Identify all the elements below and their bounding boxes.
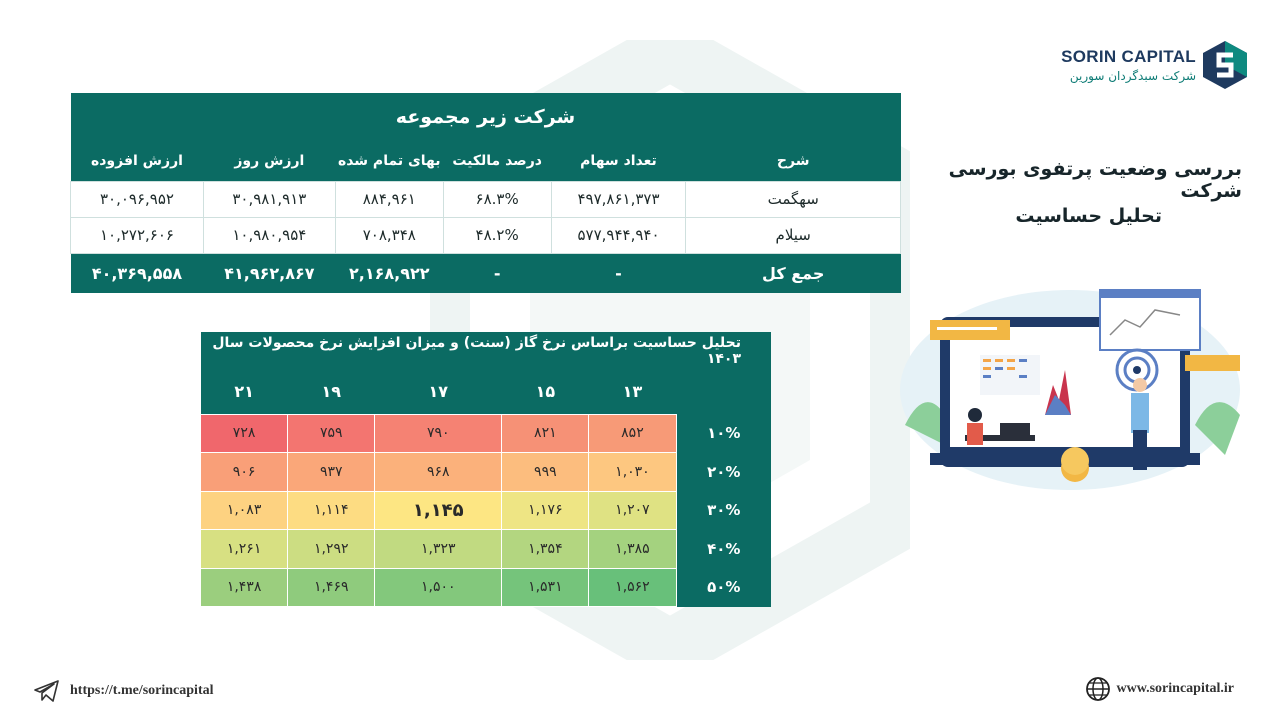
- heat-cell: ۷۹۰: [374, 413, 503, 453]
- telegram-url: https://t.me/sorincapital: [70, 683, 214, 698]
- heat-cell: ۷۵۹: [287, 413, 376, 453]
- subsidiaries-title: شرکت زیر مجموعه: [70, 93, 901, 141]
- gas-rate-header: ۱۷: [374, 370, 502, 414]
- telegram-link[interactable]: https://t.me/sorincapital: [34, 680, 214, 702]
- table-cell: ۴۸.۲%: [442, 216, 552, 254]
- table-cell: ۴۹۷,۸۶۱,۳۷۳: [550, 180, 687, 218]
- sensitivity-row: ۱۰% ۸۵۲ ۸۲۱ ۷۹۰ ۷۵۹ ۷۲۸: [199, 413, 771, 453]
- gas-rate-header: ۱۹: [287, 370, 375, 414]
- gas-rate-header: ۱۵: [501, 370, 589, 414]
- website-link[interactable]: www.sorincapital.ir: [1085, 676, 1234, 702]
- table-cell: ۱۰,۲۷۲,۶۰۶: [70, 216, 204, 254]
- table-cell: ۷۰۸,۳۴۸: [334, 216, 444, 254]
- heat-cell: ۸۲۱: [501, 413, 590, 453]
- total-cell: ۴۰,۳۶۹,۵۵۸: [70, 253, 204, 293]
- page-subtitle: تحلیل حساسیت: [1015, 205, 1162, 227]
- gas-rate-header: ۲۱: [200, 370, 288, 414]
- heat-cell: ۱,۵۳۱: [501, 567, 590, 607]
- row-label: سهگمت: [685, 180, 901, 218]
- increase-label: ۲۰%: [676, 452, 771, 491]
- sensitivity-row: ۴۰% ۱,۳۸۵ ۱,۳۵۴ ۱,۳۲۳ ۱,۲۹۲ ۱,۲۶۱: [199, 529, 771, 569]
- sensitivity-title: تحلیل حساسیت براساس نرخ گاز (سنت) و میزا…: [200, 332, 771, 370]
- table-cell: ۶۸.۳%: [442, 180, 552, 218]
- column-header: ارزش افزوده: [70, 141, 204, 181]
- table-row: سهگمت ۴۹۷,۸۶۱,۳۷۳ ۶۸.۳% ۸۸۴,۹۶۱ ۳۰,۹۸۱,۹…: [70, 180, 901, 218]
- heat-cell: ۱,۰۳۰: [588, 452, 677, 492]
- heat-cell: ۱,۳۵۴: [501, 529, 590, 569]
- heat-cell: ۱,۴۳۸: [199, 567, 289, 607]
- heat-cell: ۱,۲۶۱: [199, 529, 289, 569]
- table-cell: ۳۰,۰۹۶,۹۵۲: [70, 180, 204, 218]
- heat-cell: ۱,۰۸۳: [199, 490, 289, 530]
- increase-label: ۱۰%: [676, 414, 771, 453]
- heat-cell: ۹۳۷: [287, 452, 376, 492]
- analytics-illustration: [900, 289, 1240, 490]
- gas-rate-header: ۱۳: [588, 370, 676, 414]
- increase-label: ۴۰%: [676, 529, 771, 568]
- row-label: سیلام: [685, 216, 901, 254]
- page-title: بررسی وضعیت پرتفوی بورسی شرکت: [948, 158, 1242, 202]
- sensitivity-row: ۳۰% ۱,۲۰۷ ۱,۱۷۶ ۱,۱۴۵ ۱,۱۱۴ ۱,۰۸۳: [199, 490, 771, 530]
- heat-cell: ۱,۱۱۴: [287, 490, 376, 530]
- total-cell: -: [551, 253, 686, 293]
- table-cell: ۵۷۷,۹۴۴,۹۴۰: [550, 216, 687, 254]
- heat-cell: ۱,۱۴۵: [374, 490, 503, 530]
- sensitivity-table: تحلیل حساسیت براساس نرخ گاز (سنت) و میزا…: [199, 332, 771, 607]
- logo-subtitle: شرکت سبدگردان سورین: [1069, 69, 1196, 83]
- table-cell: ۸۸۴,۹۶۱: [334, 180, 444, 218]
- total-cell: ۲,۱۶۸,۹۲۲: [335, 253, 444, 293]
- heat-cell: ۹۶۸: [374, 452, 503, 492]
- increase-label: ۵۰%: [676, 568, 771, 607]
- globe-icon: [1085, 677, 1110, 701]
- sensitivity-row: ۵۰% ۱,۵۶۲ ۱,۵۳۱ ۱,۵۰۰ ۱,۴۶۹ ۱,۴۳۸: [199, 567, 771, 607]
- heat-cell: ۸۵۲: [588, 413, 677, 453]
- table-row: سیلام ۵۷۷,۹۴۴,۹۴۰ ۴۸.۲% ۷۰۸,۳۴۸ ۱۰,۹۸۰,۹…: [70, 216, 901, 254]
- heat-cell: ۷۲۸: [199, 413, 289, 453]
- table-cell: ۱۰,۹۸۰,۹۵۴: [202, 216, 336, 254]
- heat-cell: ۱,۳۲۳: [374, 529, 503, 569]
- increase-label: ۳۰%: [676, 491, 771, 530]
- logo-hexagon-icon: [1203, 41, 1247, 89]
- heat-cell: ۱,۲۹۲: [287, 529, 376, 569]
- heat-cell: ۹۹۹: [501, 452, 590, 492]
- heat-cell: ۱,۵۶۲: [588, 567, 677, 607]
- heat-cell: ۱,۳۸۵: [588, 529, 677, 569]
- subsidiaries-table: شرکت زیر مجموعه شرح تعداد سهام درصد مالک…: [70, 93, 901, 293]
- column-header: تعداد سهام: [551, 141, 686, 181]
- telegram-icon: [34, 680, 59, 702]
- column-header: شرح: [685, 141, 901, 181]
- sensitivity-row: ۲۰% ۱,۰۳۰ ۹۹۹ ۹۶۸ ۹۳۷ ۹۰۶: [199, 452, 771, 492]
- column-header: درصد مالکیت: [443, 141, 552, 181]
- column-header: بهای تمام شده: [335, 141, 444, 181]
- heat-cell: ۱,۴۶۹: [287, 567, 376, 607]
- column-header: ارزش روز: [203, 141, 336, 181]
- website-url: www.sorincapital.ir: [1116, 681, 1234, 696]
- heat-cell: ۱,۲۰۷: [588, 490, 677, 530]
- company-logo: SORIN CAPITAL شرکت سبدگردان سورین: [1061, 40, 1248, 90]
- table-cell: ۳۰,۹۸۱,۹۱۳: [202, 180, 336, 218]
- total-row: جمع کل - - ۲,۱۶۸,۹۲۲ ۴۱,۹۶۲,۸۶۷ ۴۰,۳۶۹,۵…: [70, 253, 901, 293]
- total-cell: ۴۱,۹۶۲,۸۶۷: [203, 253, 336, 293]
- logo-name: SORIN CAPITAL: [1061, 47, 1196, 66]
- heat-cell: ۱,۱۷۶: [501, 490, 590, 530]
- corner-cell: [676, 370, 771, 414]
- heat-cell: ۹۰۶: [199, 452, 289, 492]
- total-cell: -: [443, 253, 552, 293]
- total-label: جمع کل: [685, 253, 901, 293]
- heat-cell: ۱,۵۰۰: [374, 567, 503, 607]
